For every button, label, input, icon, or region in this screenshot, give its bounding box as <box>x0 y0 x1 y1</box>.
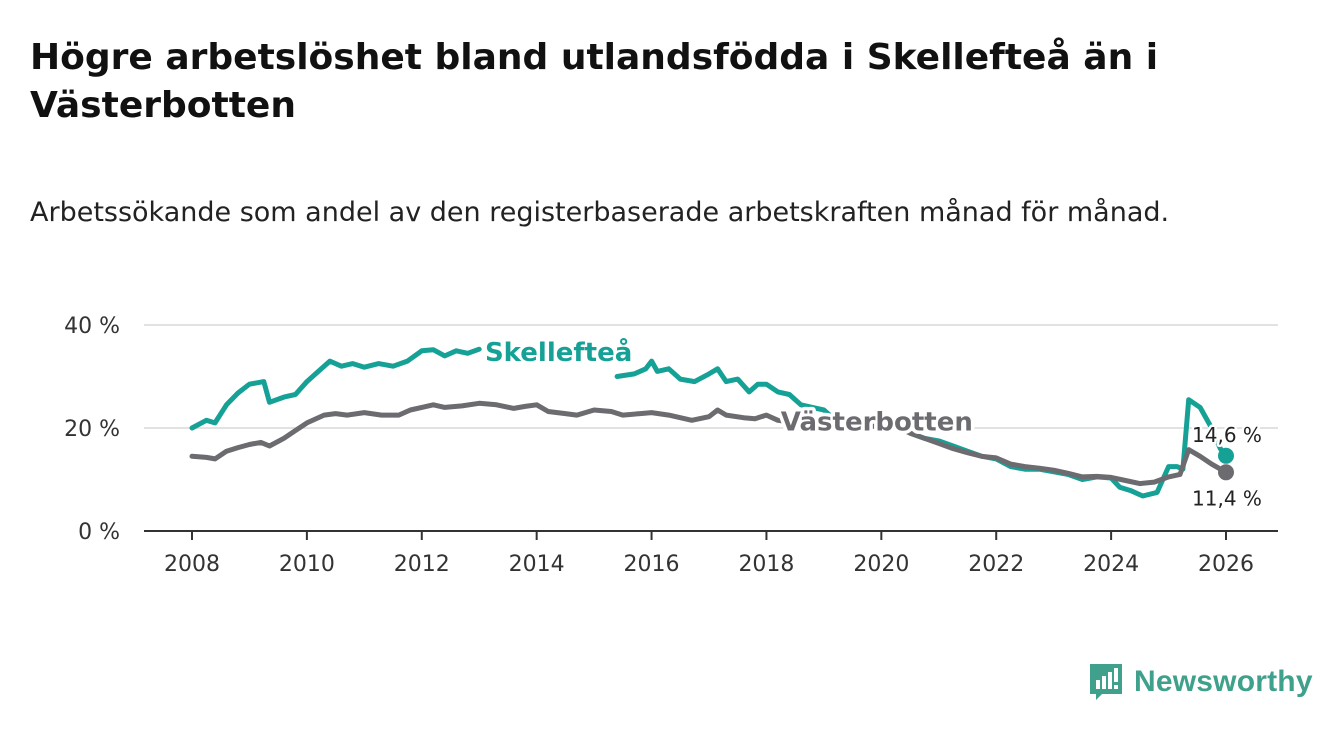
y-tick-label: 20 % <box>64 417 120 442</box>
end-label-skelleftea: 14,6 % <box>1192 423 1262 447</box>
x-tick-label: 2010 <box>279 552 335 577</box>
end-label-vasterbotten: 11,4 % <box>1192 486 1262 510</box>
gridlines <box>144 324 1278 429</box>
x-tick-label: 2022 <box>968 552 1024 577</box>
series-label-skelleftea: Skellefteå <box>485 336 632 368</box>
x-tick-label: 2020 <box>853 552 909 577</box>
labels: Skellefteå Västerbotten 14,6 % 11,4 % <box>481 333 1264 513</box>
y-tick-label: 0 % <box>78 520 120 545</box>
brand-logo: Newsworthy <box>1088 660 1313 704</box>
x-tick-label: 2026 <box>1198 552 1254 577</box>
end-point-vasterbotten <box>1218 464 1234 481</box>
chart-subtitle: Arbetssökande som andel av den registerb… <box>30 197 1170 228</box>
x-tick-label: 2012 <box>394 552 450 577</box>
x-tick-label: 2014 <box>509 552 565 577</box>
brand-name: Newsworthy <box>1134 665 1313 698</box>
y-tick-label: 40 % <box>64 314 120 339</box>
newsworthy-logo-icon <box>1090 664 1122 700</box>
axes: 0 % 20 % 40 % 2008 2010 2012 2014 2016 2018 2020 2… <box>64 314 1278 577</box>
x-tick-label: 2024 <box>1083 552 1139 577</box>
end-point-skelleftea <box>1218 447 1234 464</box>
x-tick-label: 2018 <box>738 552 794 577</box>
chart-title: Högre arbetslöshet bland utlandsfödda i … <box>30 37 1159 126</box>
x-tick-label: 2008 <box>164 552 220 577</box>
series-line-vasterbotten <box>189 400 1229 487</box>
x-tick-label: 2016 <box>624 552 680 577</box>
series-lines <box>189 346 1234 499</box>
series-label-vasterbotten: Västerbotten <box>781 408 973 438</box>
